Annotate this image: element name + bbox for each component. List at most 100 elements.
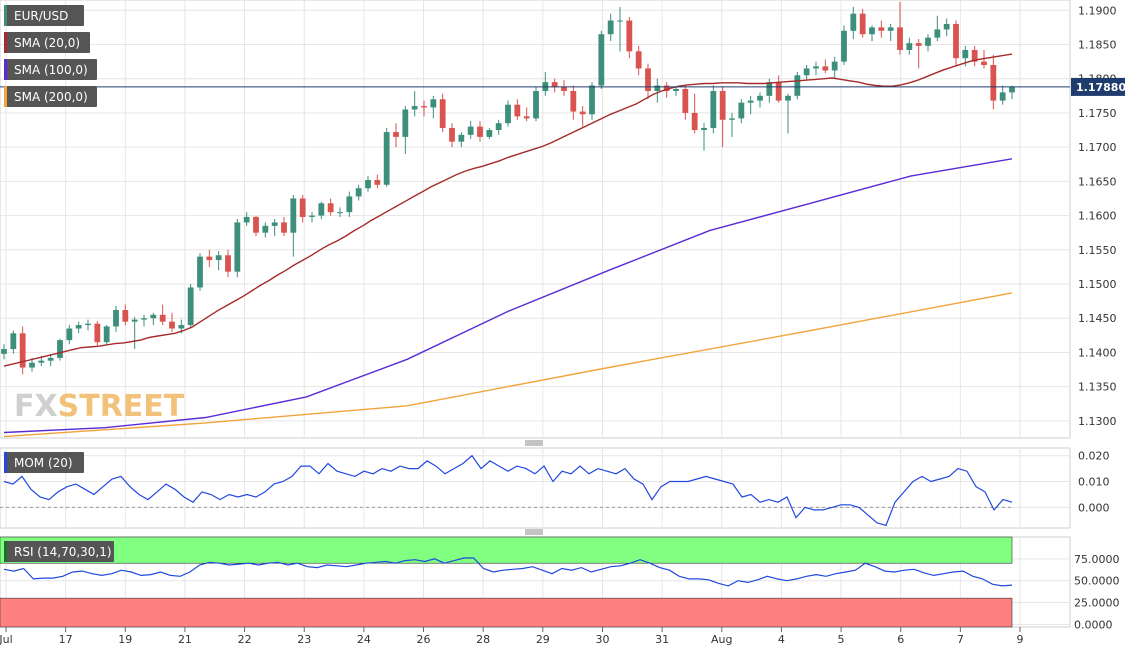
rsi-overbought-band [0,536,1013,564]
candle [999,85,1006,105]
indicator-label-text: SMA (20,0) [14,36,80,50]
candle-body [682,88,689,113]
candle [421,100,427,117]
candle-body [47,357,54,361]
candle [654,78,661,103]
mom-label-bg [4,452,84,473]
candle-body [439,99,446,128]
candle-body [897,27,903,50]
candle [57,338,63,361]
candle [206,249,213,267]
candle-body [738,102,745,119]
candle-body [869,27,875,35]
candle-body [113,310,119,327]
candle [626,17,633,59]
candle-body [159,314,166,322]
price-tick-label: 1.1700 [1078,141,1117,154]
candle [850,6,857,40]
candle-body [701,127,707,131]
candle [915,39,922,69]
mom-tick-label: 0.020 [1078,450,1110,463]
candle-body [234,222,241,272]
x-tick-label: 26 [417,633,431,646]
candle [318,201,325,219]
candle-body [131,319,138,322]
candle [299,195,306,223]
indicator-label: SMA (100,0) [4,59,97,80]
candle-body [85,323,91,326]
rsi-tick-label: 25.0000 [1074,597,1120,610]
candle-body [103,326,110,343]
candle [66,325,73,345]
x-tick-label: 22 [238,633,252,646]
mom-label-swatch [4,452,7,473]
candle-body [215,255,222,261]
x-tick-label: 31 [655,633,669,646]
price-tick-label: 1.1400 [1078,346,1117,359]
candle [971,45,978,67]
candle [449,123,455,148]
candle-body [1009,86,1015,93]
candle [710,85,717,134]
x-tick-label: 17 [59,633,73,646]
indicator-label-swatch [4,86,7,107]
candle [113,305,119,332]
candle [533,86,539,122]
candle [897,2,903,55]
price-tick-label: 1.1500 [1078,278,1117,291]
candle [103,325,110,345]
candle [253,215,259,237]
candle [775,75,782,103]
indicator-label-text: SMA (100,0) [14,63,88,77]
current-price-tag: 1.17880 [1071,77,1126,96]
rsi-label: RSI (14,70,30,1) [4,541,114,562]
candle [831,56,838,79]
candle-body [467,126,474,135]
rsi-label-bg [4,541,114,562]
candle-body [953,23,959,59]
x-tick-label: 21 [178,633,192,646]
x-tick-label: 7 [957,633,964,646]
candle [402,106,409,154]
candle-body [673,88,679,92]
candle [187,284,194,329]
y-axis-labels: 1.1300 1.1350 1.1400 1.1450 1.1500 1.1550 1.16… [1074,4,1120,631]
panel-splitter-2[interactable] [525,529,543,535]
candle [551,78,558,93]
indicator-label-swatch [4,32,7,53]
candle-body [803,68,810,76]
candle-body [645,68,651,92]
candle [1009,85,1015,100]
candle-body [523,116,530,119]
panel-splitter-1[interactable] [525,440,543,446]
candle-body [887,27,894,31]
price-tick-label: 1.1300 [1078,415,1117,428]
candle-body [710,91,717,128]
candle-body [150,314,157,319]
candle-body [253,216,259,233]
candle-body [635,51,642,69]
candle-body [607,20,614,35]
candle [215,251,222,271]
candle-body [915,43,922,46]
sma-200-path [3,292,1013,438]
candle [822,59,829,74]
candle [990,54,997,110]
candle-body [402,109,409,137]
candle-body [421,106,427,108]
candle [607,13,614,42]
x-tick-label: 9 [1017,633,1024,646]
mom-label: MOM (20) [4,452,84,473]
candle-body [346,196,353,213]
mom-series [0,454,1013,527]
candle [309,212,315,223]
candle-body [243,216,250,223]
candle-body [327,203,334,213]
candle-body [75,325,82,329]
candle [327,198,334,216]
candle [841,25,847,66]
candle-body [813,66,819,69]
candle [141,314,147,327]
indicator-label: SMA (200,0) [4,86,97,107]
